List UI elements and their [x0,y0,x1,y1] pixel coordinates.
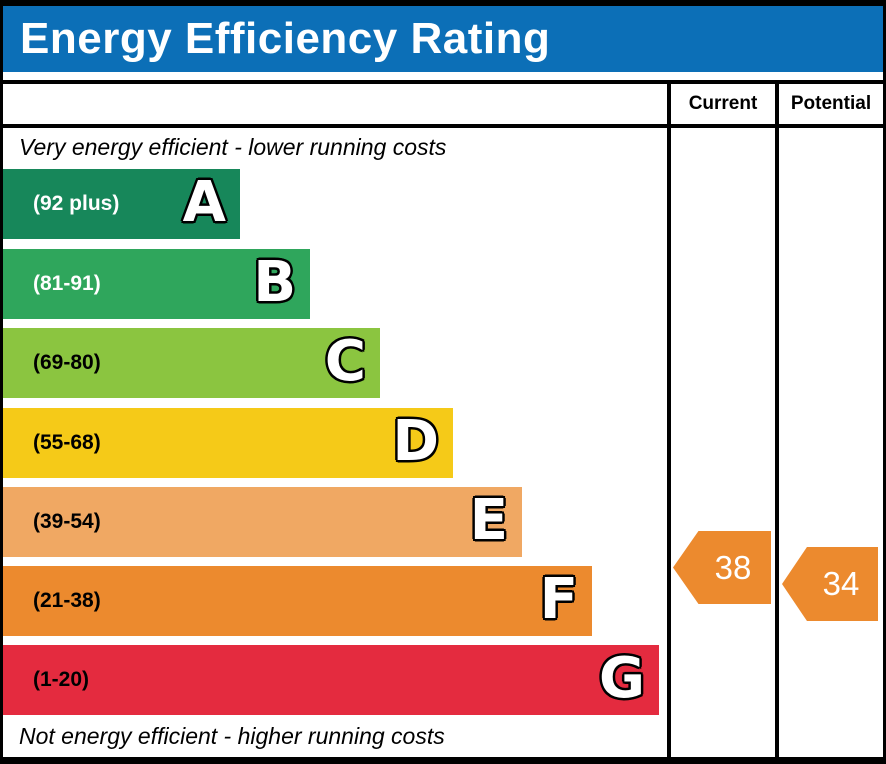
band-row-f: (21-38) F [3,566,592,636]
band-letter: D [392,408,441,475]
band-row-b: (81-91) B [3,249,310,319]
band-letter: E [469,487,509,554]
band-range-label: (39-54) [33,510,101,533]
frame-border-bottom [0,757,886,764]
frame-border-right [883,0,886,764]
band-letter: C [324,328,367,395]
title-bar: Energy Efficiency Rating [3,6,883,72]
potential-rating-value: 34 [822,565,860,602]
current-rating-value: 38 [714,548,752,586]
band-letter: B [252,249,297,316]
band-range-label: (1-20) [33,668,90,691]
band-range-label: (69-80) [33,351,101,374]
current-column-divider [667,80,671,764]
band-row-a: (92 plus) A [3,169,240,239]
band-row-d: (55-68) D [3,408,453,478]
current-column-header: Current [688,93,758,114]
frame-border-left [0,0,3,764]
band-range-label: (81-91) [33,272,101,295]
potential-rating-arrow: 34 [782,547,878,621]
band-range-label: (92 plus) [33,192,120,215]
band-range-label: (21-38) [33,589,101,612]
band-row-g: (1-20) G [3,645,659,715]
band-row-c: (69-80) C [3,328,380,398]
band-range-label: (55-68) [33,431,101,454]
band-letter: A [182,169,227,236]
potential-column-header: Potential [790,93,872,114]
potential-column-divider [775,80,779,764]
bottom-caption: Not energy efficient - higher running co… [19,723,445,749]
band-letter: F [539,566,579,633]
table-top-border [0,80,886,84]
top-caption: Very energy efficient - lower running co… [19,134,447,160]
current-rating-arrow: 38 [673,531,771,604]
band-row-e: (39-54) E [3,487,522,557]
frame-border-top [0,0,886,6]
page-title: Energy Efficiency Rating [20,14,551,63]
band-letter: G [598,645,646,712]
header-bottom-border [0,124,886,128]
